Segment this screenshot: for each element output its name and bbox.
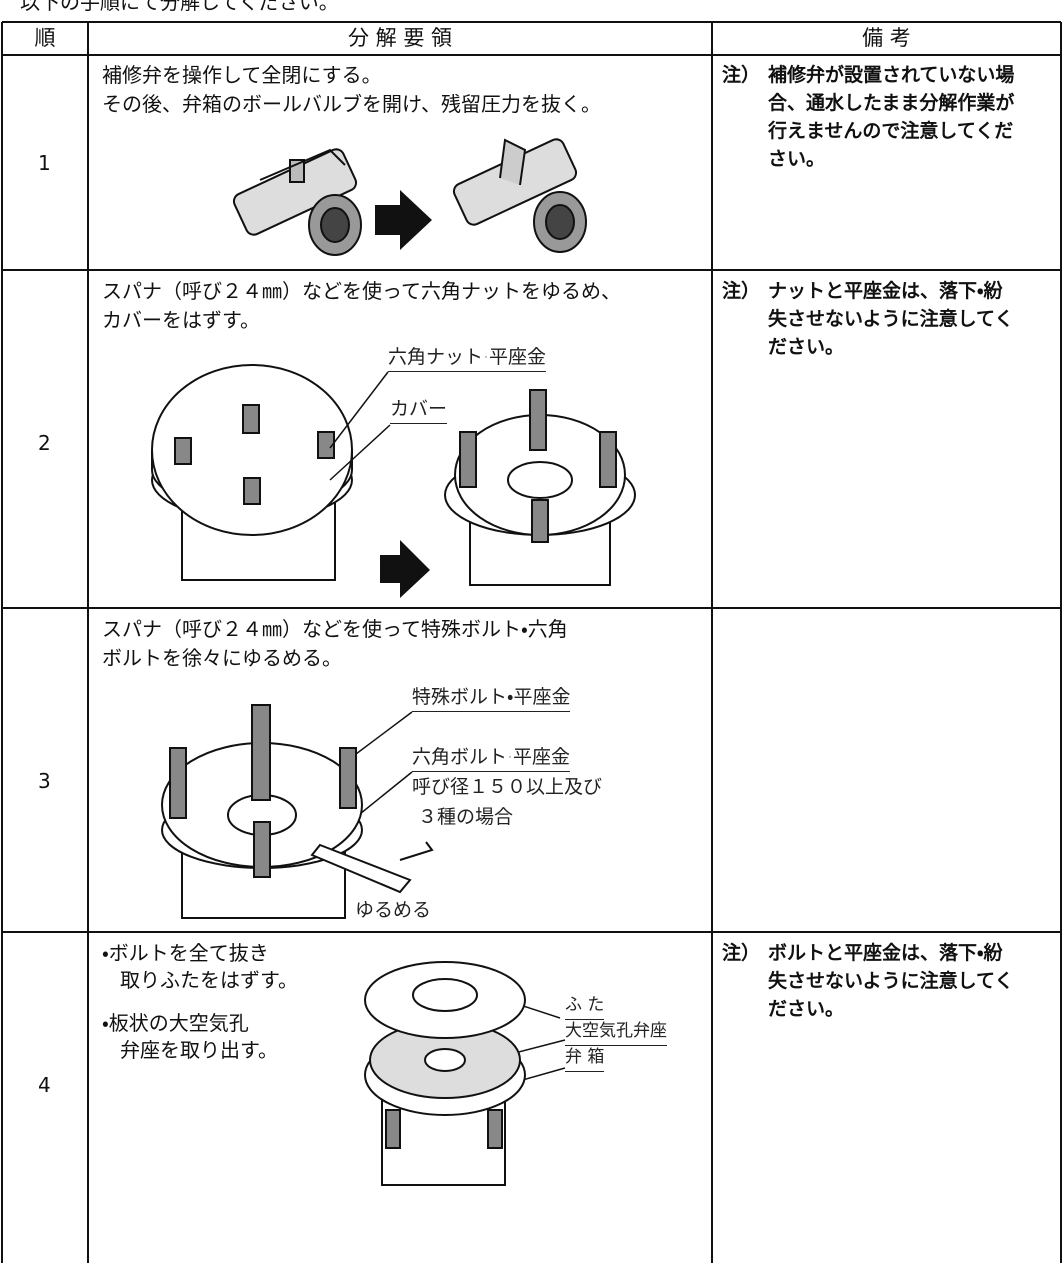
- figure-label: 呼び径１５０以上及び: [412, 776, 603, 798]
- note-line: 失させないように注意してく: [768, 970, 1014, 992]
- figure-label: カバー: [390, 396, 448, 424]
- note-line: ださい。: [768, 998, 845, 1020]
- instruction: 取りふたをはずす。: [120, 968, 298, 992]
- note-line: 行えませんので注意してくだ: [768, 120, 1014, 142]
- figure-label: 六角ボルト·平座金: [412, 744, 571, 772]
- instruction: 補修弁を操作して全閉にする。: [102, 63, 382, 87]
- note-mark: 注）: [722, 280, 761, 302]
- bolt-illustration: [161, 704, 434, 919]
- table-grid: [1, 21, 1062, 1263]
- flange-illustration: [364, 961, 526, 1186]
- arrow: [380, 540, 430, 598]
- step-number: 3: [38, 769, 51, 793]
- header-cell: 備 考: [862, 26, 911, 50]
- instruction: ボルトを徐々にゆるめる。: [102, 646, 342, 670]
- note-line: ださい。: [768, 336, 845, 358]
- instruction: その後、弁箱のボールバルブを開け、残留圧力を抜く。: [102, 92, 601, 116]
- header-cell: 分 解 要 領: [347, 26, 453, 50]
- valve-illustration: [232, 138, 587, 256]
- intro-text: 以下の手順にて分解してください。: [20, 0, 339, 14]
- instruction: スパナ（呼び２４㎜）などを使って六角ナットをゆるめ、: [102, 279, 621, 303]
- figure-label: ゆるめる: [355, 899, 432, 921]
- step-number: 2: [38, 431, 51, 455]
- note-line: 合、通水したまま分解作業が: [768, 92, 1015, 114]
- instruction: カバーをはずす。: [102, 308, 260, 332]
- instruction: ・板状の大空気孔: [102, 1011, 249, 1035]
- cover-illustration: [151, 364, 636, 586]
- note-mark: 注）: [722, 942, 761, 964]
- note-line: さい。: [768, 148, 826, 170]
- note-line: 補修弁が設置されていない場: [768, 64, 1015, 86]
- figure-label: ふ た: [565, 992, 605, 1020]
- instruction: 弁座を取り出す。: [120, 1038, 278, 1062]
- figure-label: 六角ナット·平座金: [388, 344, 547, 372]
- note-line: ナットと平座金は、落下・紛: [768, 280, 1003, 302]
- figure-label: 特殊ボルト・平座金: [412, 684, 571, 712]
- step-number: 4: [38, 1073, 51, 1097]
- instruction: ・ボルトを全て抜き: [102, 941, 269, 965]
- figure-label: 弁 箱: [565, 1044, 605, 1072]
- note-line: 失させないように注意してく: [768, 308, 1014, 330]
- arrow: [375, 190, 432, 250]
- figure-label: 大空気孔弁座: [565, 1018, 667, 1046]
- step-number: 1: [38, 151, 51, 175]
- header-cell: 順: [34, 26, 56, 50]
- note-mark: 注）: [722, 64, 761, 86]
- figure-label: ３種の場合: [418, 806, 514, 828]
- note-line: ボルトと平座金は、落下・紛: [768, 942, 1003, 964]
- instruction: スパナ（呼び２４㎜）などを使って特殊ボルト・六角: [102, 617, 568, 641]
